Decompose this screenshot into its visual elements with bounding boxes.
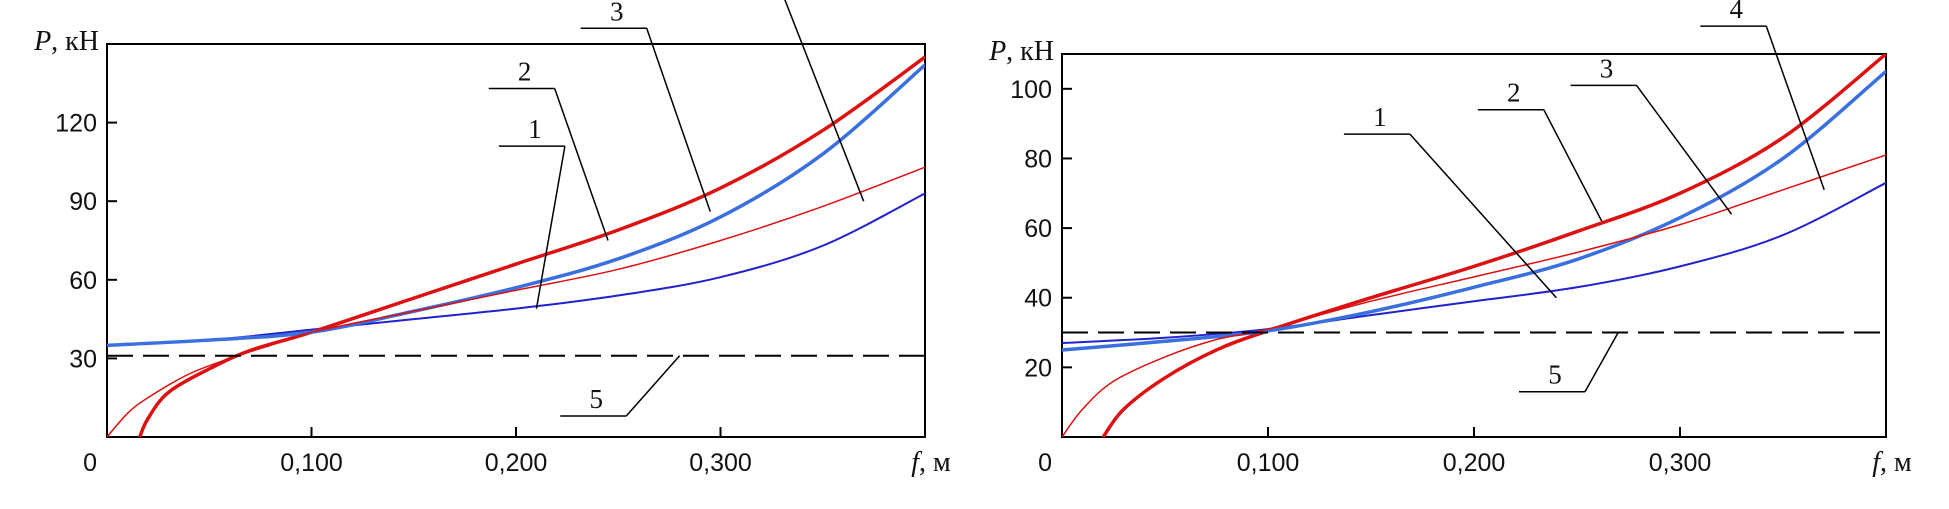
curve-label: 1 xyxy=(1373,102,1387,132)
curve-label: 5 xyxy=(1548,360,1562,390)
leader-line xyxy=(553,88,609,241)
x-axis-label: f, м xyxy=(1872,447,1912,478)
series-curve-1 xyxy=(1062,181,1886,344)
chart-panel-right: 20 40 60 80 100 0,100 0,200 0,300 0 P, кН f, м 1 2 3 4… xyxy=(988,0,1912,478)
x-tick-label: 0,200 xyxy=(1443,449,1506,477)
y-tick-label: 60 xyxy=(69,267,97,295)
leader-line xyxy=(1584,332,1619,393)
y-axis-label: P, кН xyxy=(988,36,1054,67)
origin-label: 0 xyxy=(83,449,97,477)
series-curve-4 xyxy=(1062,154,1886,437)
x-axis-label: f, м xyxy=(911,447,951,478)
curves xyxy=(107,55,925,437)
y-axis-unit: , кН xyxy=(51,26,99,57)
y-axis-var: P xyxy=(33,26,51,57)
leader-line xyxy=(1409,133,1557,299)
series-curve-4 xyxy=(107,166,925,437)
curve-label: 1 xyxy=(528,114,542,144)
y-axis-unit: , кН xyxy=(1006,36,1054,67)
series-curve-1 xyxy=(107,192,925,347)
leader-line xyxy=(1543,109,1603,222)
series-curve-3 xyxy=(107,63,925,348)
leader-line xyxy=(1765,25,1825,191)
x-axis-var: f xyxy=(1872,447,1883,478)
series-curve-2 xyxy=(1101,54,1886,437)
y-tick-label: 100 xyxy=(1010,76,1052,104)
leader-line xyxy=(535,146,566,309)
curve-label: 2 xyxy=(1507,78,1521,108)
curve-label: 3 xyxy=(1600,53,1614,83)
series-curve-3 xyxy=(1062,69,1886,352)
origin-label: 0 xyxy=(1038,449,1052,477)
x-tick-label: 0,300 xyxy=(689,449,752,477)
y-tick-label: 30 xyxy=(69,345,97,373)
y-tick-label: 60 xyxy=(1024,215,1052,243)
leader-line xyxy=(784,0,865,202)
y-axis-label: P, кН xyxy=(33,26,99,57)
plot-frame xyxy=(1061,53,1887,438)
y-tick-label: 40 xyxy=(1024,285,1052,313)
leader-line xyxy=(625,355,681,417)
x-tick-label: 0,100 xyxy=(1237,449,1300,477)
plot-frame xyxy=(106,43,926,438)
leader-line xyxy=(1635,84,1733,215)
curves xyxy=(1062,54,1886,437)
curve-label: 5 xyxy=(590,384,604,414)
curve-label: 2 xyxy=(518,57,532,87)
y-tick-label: 90 xyxy=(69,188,97,216)
y-tick-label: 120 xyxy=(55,110,97,138)
x-tick-label: 0,200 xyxy=(485,449,548,477)
x-axis-unit: , м xyxy=(1880,447,1912,478)
leader-line xyxy=(645,28,711,212)
y-tick-label: 80 xyxy=(1024,145,1052,173)
x-axis-unit: , м xyxy=(919,447,951,478)
y-tick-label: 20 xyxy=(1024,354,1052,382)
y-axis-var: P xyxy=(988,36,1006,67)
curve-label: 4 xyxy=(1730,0,1744,24)
x-tick-label: 0,100 xyxy=(280,449,343,477)
series-curve-2 xyxy=(137,55,925,437)
curve-label: 3 xyxy=(610,0,624,26)
x-tick-label: 0,300 xyxy=(1649,449,1712,477)
x-axis-var: f xyxy=(911,447,922,478)
